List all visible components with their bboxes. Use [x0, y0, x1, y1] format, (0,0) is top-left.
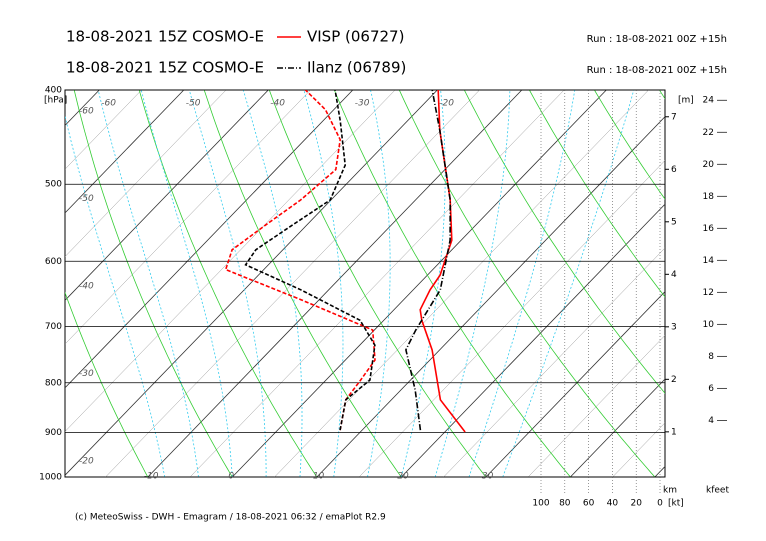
- height-tick-label: 3: [671, 322, 677, 332]
- height-tick-label: 1: [671, 427, 677, 437]
- kfeet-tick-label: 24: [703, 96, 715, 106]
- isotherm: [316, 116, 665, 477]
- dewpoint-line: [224, 90, 376, 431]
- isotherm: [65, 90, 142, 170]
- wind-unit: [kt]: [668, 499, 684, 509]
- wind-tick-label: 0: [657, 499, 663, 509]
- isotherm: [147, 90, 523, 477]
- temperature-line: [405, 90, 452, 431]
- x-tick-label-left: -30: [79, 369, 94, 379]
- kfeet-tick-label: 6: [708, 384, 714, 394]
- y-tick-label: 600: [45, 257, 62, 267]
- isotherm: [65, 90, 311, 345]
- dewpoint-line: [244, 90, 376, 431]
- y-tick-label: 800: [45, 378, 62, 388]
- isotherm: [0, 90, 15, 477]
- kfeet-tick-label: 22: [703, 128, 714, 138]
- x-tick-label-top: -30: [355, 99, 370, 109]
- x-tick-label-left: -50: [79, 194, 94, 204]
- wind-tick-label: 100: [532, 499, 549, 509]
- x-tick-label-top: -40: [270, 99, 285, 109]
- wind-tick-label: 60: [583, 499, 595, 509]
- height-tick-label: 2: [671, 375, 677, 385]
- x-tick-label-top: -50: [186, 99, 201, 109]
- wind-tick-label: 20: [630, 499, 642, 509]
- y-axis-label: [hPa]: [44, 96, 67, 106]
- x-tick-label-top: -60: [101, 99, 116, 109]
- isotherm: [485, 291, 665, 477]
- x-tick-label: 20: [397, 472, 409, 482]
- isotherm: [274, 90, 649, 477]
- isotherm: [65, 90, 269, 301]
- isotherm: [65, 90, 438, 476]
- x-tick-label: 10: [313, 472, 325, 482]
- isotherm: [65, 90, 354, 389]
- kfeet-tick-label: 20: [703, 160, 715, 170]
- height-tick-label: 4: [671, 270, 677, 280]
- isotherm: [0, 90, 57, 477]
- y-tick-label: 400: [45, 86, 62, 96]
- x-tick-label-left: -60: [79, 106, 94, 116]
- height-tick-label: 7: [671, 112, 677, 122]
- isotherm: [401, 203, 665, 477]
- kfeet-tick-label: 10: [703, 320, 715, 330]
- height-tick-label: 6: [671, 165, 677, 175]
- y-tick-label: 500: [45, 180, 62, 190]
- x-tick-label: 30: [482, 472, 494, 482]
- plot-area: [64, 89, 666, 478]
- height-label: [m]: [678, 96, 694, 106]
- isotherm: [570, 378, 665, 477]
- x-tick-label-left: -40: [79, 281, 94, 291]
- isotherm: [65, 90, 396, 432]
- legend-label: VISP (06727): [307, 28, 404, 46]
- footer: (c) MeteoSwiss - DWH - Emagram / 18-08-2…: [75, 513, 386, 523]
- y-tick-label: 900: [45, 428, 62, 438]
- wind-tick-label: 40: [607, 499, 619, 509]
- isotherm: [65, 90, 185, 214]
- x-tick-label: -10: [144, 472, 159, 482]
- height-unit: km: [663, 486, 677, 496]
- legend-label: Ilanz (06789): [307, 59, 406, 77]
- isotherm: [105, 90, 480, 477]
- kfeet-unit: kfeet: [706, 486, 729, 496]
- kfeet-tick-label: 16: [703, 224, 715, 234]
- isotherm: [232, 90, 607, 477]
- header-label: 18-08-2021 15Z COSMO-E: [66, 59, 264, 77]
- isotherm: [358, 160, 665, 477]
- isotherm: [65, 90, 227, 257]
- profiles: [224, 90, 466, 433]
- y-tick-label: 1000: [39, 473, 62, 483]
- y-tick-label: 700: [45, 322, 62, 332]
- dry-adiabat: [724, 90, 766, 477]
- kfeet-tick-label: 8: [708, 352, 714, 362]
- kfeet-tick-label: 12: [703, 288, 714, 298]
- x-tick-label: 0: [228, 472, 234, 482]
- header-label: 18-08-2021 15Z COSMO-E: [66, 28, 264, 46]
- isotherm: [443, 247, 665, 477]
- grid: [0, 90, 766, 477]
- wind-tick-label: 80: [559, 499, 571, 509]
- isotherm: [189, 90, 565, 477]
- kfeet-tick-label: 18: [703, 192, 715, 202]
- kfeet-tick-label: 4: [708, 416, 714, 426]
- run-label: Run : 18-08-2021 00Z +15h: [587, 65, 727, 76]
- height-tick-label: 5: [671, 217, 677, 227]
- dry-adiabat: [0, 90, 63, 477]
- run-label: Run : 18-08-2021 00Z +15h: [587, 34, 727, 45]
- x-tick-label-top: -20: [439, 99, 454, 109]
- kfeet-tick-label: 14: [703, 256, 715, 266]
- x-tick-label-left: -20: [79, 456, 94, 466]
- isotherm: [527, 334, 665, 477]
